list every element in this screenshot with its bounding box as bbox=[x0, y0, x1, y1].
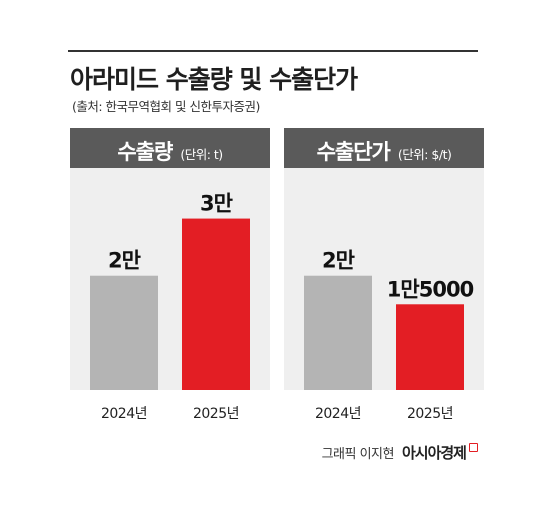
bar-2025년 bbox=[182, 218, 250, 390]
export-volume-chart: 2만 3만 bbox=[90, 192, 250, 390]
data-label: 3만 bbox=[200, 192, 233, 216]
bar-2024년 bbox=[90, 275, 158, 390]
x-tick-label: 2025년 bbox=[193, 406, 239, 422]
top-rule bbox=[68, 50, 478, 52]
data-label: 2만 bbox=[322, 249, 355, 273]
publisher-logo: 아시아경제 bbox=[401, 444, 467, 462]
source-note: (출처: 한국무역협회 및 신한투자증권) bbox=[72, 99, 260, 114]
chart-title: 아라미드 수출량 및 수출단가 bbox=[70, 65, 358, 94]
panel-unit: (단위: t) bbox=[180, 147, 223, 162]
graphic-credit: 그래픽 이지현 bbox=[321, 447, 395, 462]
panel-unit: (단위: $/t) bbox=[397, 147, 452, 162]
panel-title: 수출량 bbox=[117, 140, 173, 164]
publisher-logo-mark bbox=[469, 443, 478, 452]
panel-export-volume: 수출량 (단위: t) 2만 3만 bbox=[70, 128, 270, 390]
data-label: 2만 bbox=[108, 249, 141, 273]
panel-title: 수출단가 bbox=[316, 140, 391, 164]
x-axis-labels: 2024년 2025년 2024년 2025년 bbox=[101, 406, 454, 422]
bar-2025년 bbox=[396, 304, 464, 390]
x-tick-label: 2024년 bbox=[101, 406, 147, 422]
data-label: 1만5000 bbox=[387, 277, 474, 301]
x-tick-label: 2025년 bbox=[407, 406, 453, 422]
x-tick-label: 2024년 bbox=[315, 406, 361, 422]
panel-header: 수출단가 (단위: $/t) bbox=[284, 128, 484, 168]
credit: 그래픽 이지현 아시아경제 bbox=[322, 442, 478, 463]
panel-header: 수출량 (단위: t) bbox=[70, 128, 270, 168]
panel-export-unit-price: 수출단가 (단위: $/t) 2만 1만5000 bbox=[284, 128, 484, 390]
export-unit-price-chart: 2만 1만5000 bbox=[304, 249, 475, 390]
bar-2024년 bbox=[304, 275, 372, 390]
